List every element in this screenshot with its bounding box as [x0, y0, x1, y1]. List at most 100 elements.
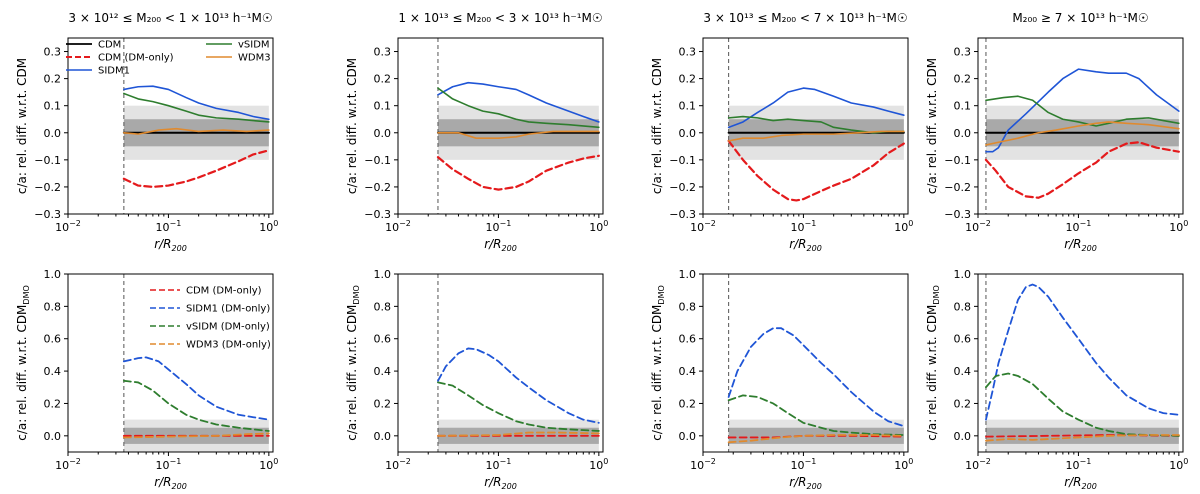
x-tick-label: 100 [259, 457, 278, 472]
series-vsidm-dm-only [985, 372, 1180, 437]
x-tick-label: 100 [259, 219, 278, 234]
series-vsidm-dm-only [437, 381, 600, 432]
legend: CDM CDM (DM-only) SIDM1 vSIDM WDM3 [66, 40, 271, 77]
legend-label-wdm3: WDM3 [238, 53, 271, 64]
y-tick-label: 0.1 [954, 100, 972, 113]
x-axis-label: r/R200 [789, 237, 822, 253]
legend: CDM (DM-only) SIDM1 (DM-only) vSIDM (DM-on… [150, 286, 271, 351]
x-tick-label: 100 [1169, 219, 1188, 234]
x-tick-label: 10−1 [1066, 219, 1092, 234]
x-tick-label: 10−2 [385, 457, 411, 472]
panel-title: 3 × 10¹³ ≤ M₂₀₀ < 7 × 10¹³ h⁻¹M☉ [703, 11, 907, 25]
y-tick-label: −0.2 [34, 181, 61, 194]
panel-title: 3 × 10¹² ≤ M₂₀₀ < 1 × 10¹³ h⁻¹M☉ [68, 11, 272, 25]
panel-r1-c3: 0.0 0.2 0.4 0.6 0.8 1.0 10−2 10−1 100 r/R200 c/a: … [925, 268, 1188, 491]
y-tick-label: 0.3 [954, 46, 972, 59]
series-vsidm-dm-only [727, 394, 905, 436]
plot-frame [702, 273, 909, 453]
x-tick-label: 10−1 [791, 457, 817, 472]
y-tick-label: 0.3 [44, 46, 62, 59]
legend-label-cdm: CDM [98, 40, 121, 51]
panel-r1-c0: 0.0 0.2 0.4 0.6 0.8 1.0 10−2 10−1 100 r/R200 c/a: … [15, 268, 278, 491]
series-cdm-dm-only [727, 139, 905, 202]
x-tick-label: 100 [1169, 457, 1188, 472]
y-axis-label: c/a: rel. diff. w.r.t. CDMDMO [650, 285, 666, 441]
y-tick-label: 0.8 [44, 300, 62, 313]
x-tick-label: 10−1 [486, 457, 512, 472]
plot-frame [702, 37, 909, 215]
x-axis-label: r/R200 [154, 475, 187, 491]
plot-frame [397, 37, 604, 215]
series-vsidm [727, 115, 905, 134]
series-wdm3-dm-only [985, 434, 1180, 442]
y-tick-label: −0.1 [34, 154, 61, 167]
panel-r1-c1: 0.0 0.2 0.4 0.6 0.8 1.0 10−2 10−1 100 r/R200 c/a: … [345, 268, 608, 491]
y-axis-label: c/a: rel. diff. w.r.t. CDM [925, 58, 939, 194]
series-wdm3 [437, 130, 600, 139]
series-vsidm-dm-only [122, 379, 270, 432]
y-tick-label: 0.8 [374, 300, 392, 313]
series-vsidm [437, 87, 600, 129]
legend-label-wdm3-dm-only: WDM3 (DM-only) [186, 340, 271, 351]
y-tick-label: −0.2 [364, 181, 391, 194]
series-sidm1 [437, 81, 600, 123]
y-tick-label: 0.6 [954, 333, 972, 346]
y-tick-label: −0.2 [669, 181, 696, 194]
legend-label-cdm-dm-only: CDM (DM-only) [186, 286, 262, 297]
plot-frame [67, 37, 274, 215]
y-tick-label: 0.4 [374, 365, 392, 378]
y-tick-label: 0.2 [679, 73, 697, 86]
y-axis-label: c/a: rel. diff. w.r.t. CDMDMO [345, 285, 361, 441]
series-sidm1-dm-only [122, 356, 270, 421]
x-tick-label: 10−2 [965, 219, 991, 234]
series-sidm1-dm-only [727, 327, 905, 428]
x-tick-label: 10−1 [791, 219, 817, 234]
series-wdm3-dm-only [437, 431, 600, 437]
plot-frame [67, 273, 274, 453]
plot-frame [397, 273, 604, 453]
x-axis-label: r/R200 [154, 237, 187, 253]
x-tick-label: 10−2 [55, 219, 81, 234]
y-axis-label: c/a: rel. diff. w.r.t. CDM [650, 58, 664, 194]
y-tick-label: 0.0 [679, 430, 697, 443]
y-tick-label: 0.2 [954, 73, 972, 86]
y-tick-label: 0.0 [374, 430, 392, 443]
panel-r1-c2: 0.0 0.2 0.4 0.6 0.8 1.0 10−2 10−1 100 r/R200 c/a: … [650, 268, 913, 491]
y-tick-label: −0.1 [944, 154, 971, 167]
legend-label-vsidm-dm-only: vSIDM (DM-only) [186, 322, 270, 333]
x-tick-label: 10−1 [156, 219, 182, 234]
y-tick-label: 0.0 [954, 127, 972, 140]
legend-label-cdm-dm-only: CDM (DM-only) [98, 53, 174, 64]
y-axis-label: c/a: rel. diff. w.r.t. CDM [15, 58, 29, 194]
panel-r0-c1: −0.3 −0.2 −0.1 0.0 0.1 0.2 0.3 10−2 10−1 100 r/R20… [345, 11, 608, 253]
plot-frame [977, 37, 1184, 215]
y-tick-label: 0.2 [44, 73, 62, 86]
x-axis-label: r/R200 [484, 475, 517, 491]
y-tick-label: −0.3 [944, 208, 971, 221]
y-tick-label: 0.8 [679, 300, 697, 313]
y-tick-label: 0.8 [954, 300, 972, 313]
y-tick-label: 0.3 [679, 46, 697, 59]
y-tick-label: 1.0 [374, 268, 392, 281]
y-tick-label: 0.1 [44, 100, 62, 113]
y-tick-label: 0.1 [374, 100, 392, 113]
series-sidm1 [123, 85, 270, 121]
x-tick-label: 10−2 [690, 457, 716, 472]
y-axis-label: c/a: rel. diff. w.r.t. CDM [345, 58, 359, 194]
series-cdm-dm-only [984, 141, 1180, 199]
legend-label-sidm1-dm-only: SIDM1 (DM-only) [186, 304, 270, 315]
x-axis-label: r/R200 [1064, 237, 1097, 253]
y-tick-label: 0.6 [374, 333, 392, 346]
x-axis-label: r/R200 [789, 475, 822, 491]
y-tick-label: 0.1 [679, 100, 697, 113]
y-tick-label: 1.0 [679, 268, 697, 281]
y-tick-label: 0.6 [44, 333, 62, 346]
x-tick-label: 100 [894, 457, 913, 472]
series-cdm-dm-only [436, 154, 600, 191]
series-wdm3 [727, 130, 905, 142]
series-sidm1-dm-only [985, 283, 1180, 421]
series-wdm3-dm-only [122, 432, 270, 439]
series-wdm3 [985, 121, 1180, 146]
x-tick-label: 10−1 [486, 219, 512, 234]
y-tick-label: 1.0 [954, 268, 972, 281]
